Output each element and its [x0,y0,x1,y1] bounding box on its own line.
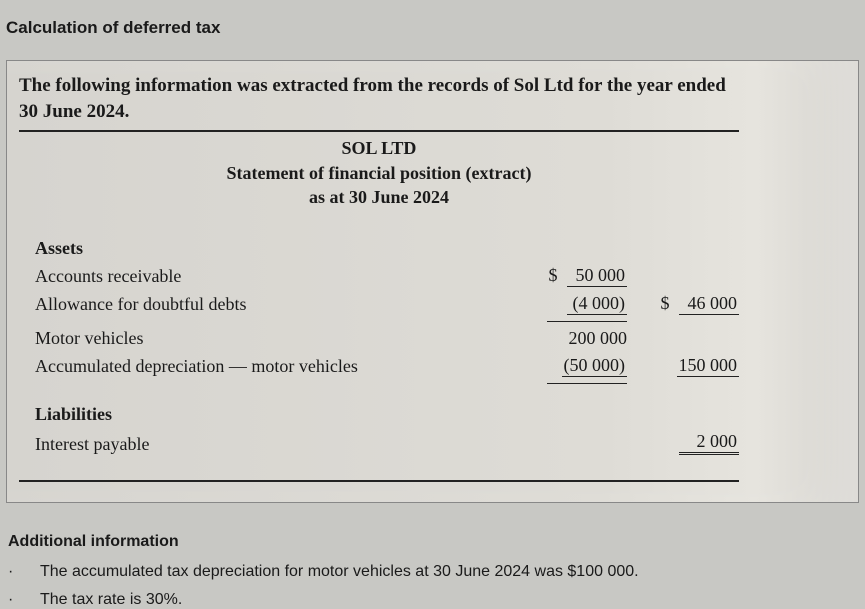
additional-info: Additional information · The accumulated… [8,533,865,609]
intpay-value: 2 000 [679,431,739,455]
liabilities-label: Liabilities [19,401,539,428]
assets-label: Assets [19,235,539,262]
additional-heading: Additional information [8,533,865,551]
net-mv-value: 150 000 [677,355,740,377]
ar-label: Accounts receivable [19,262,539,290]
page-title: Calculation of deferred tax [0,0,865,38]
ar-value: 50 000 [567,265,627,287]
financial-table: Assets Accounts receivable $ 50 000 Allo… [19,235,739,458]
intro-text: The following information was extracted … [19,73,739,124]
statement-asat: as at 30 June 2024 [19,185,739,209]
ar-currency: $ [549,265,563,286]
company-name: SOL LTD [19,136,739,160]
bullet-icon: · [8,591,40,609]
statement-panel: The following information was extracted … [6,60,859,503]
intro-rule [19,130,739,132]
additional-item-text: The accumulated tax depreciation for mot… [40,563,639,581]
allowance-doubtful-row: Allowance for doubtful debts (4 000) $ 4… [19,290,739,318]
net-ar-value: 46 000 [679,293,739,315]
allowance-label: Allowance for doubtful debts [19,290,539,318]
allowance-value: (4 000) [567,293,627,315]
panel-footer-rule [19,480,739,482]
net-ar-currency: $ [661,293,675,314]
statement-heading: SOL LTD Statement of financial position … [19,136,739,209]
acc-dep-row: Accumulated depreciation — motor vehicle… [19,352,739,380]
intpay-label: Interest payable [19,428,539,458]
additional-list: · The accumulated tax depreciation for m… [8,563,865,609]
statement-title: Statement of financial position (extract… [19,161,739,185]
additional-item: · The tax rate is 30%. [8,591,865,609]
interest-payable-row: Interest payable 2 000 [19,428,739,458]
accdep-label: Accumulated depreciation — motor vehicle… [19,352,539,380]
motor-vehicles-row: Motor vehicles 200 000 [19,325,739,352]
liabilities-header-row: Liabilities [19,401,739,428]
additional-item: · The accumulated tax depreciation for m… [8,563,865,581]
bullet-icon: · [8,563,40,581]
assets-header-row: Assets [19,235,739,262]
accdep-value: (50 000) [562,355,628,377]
accounts-receivable-row: Accounts receivable $ 50 000 [19,262,739,290]
mv-label: Motor vehicles [19,325,539,352]
additional-item-text: The tax rate is 30%. [40,591,182,609]
mv-value: 200 000 [569,328,628,348]
